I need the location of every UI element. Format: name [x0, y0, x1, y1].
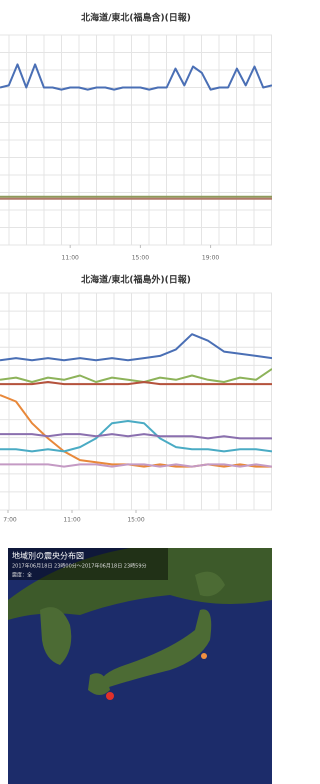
chart-title: 北海道/東北(福島外)(日報)	[81, 274, 191, 286]
map-scale: 震度：全	[12, 572, 32, 579]
map-title: 地域別の震央分布図	[12, 551, 84, 561]
epicenter	[106, 692, 114, 700]
x-tick-label: 15:00	[132, 255, 149, 262]
chart-title: 北海道/東北(福島含)(日報)	[81, 12, 191, 24]
x-tick-label: 7:00	[3, 517, 17, 524]
x-tick-label: 11:00	[63, 517, 80, 524]
x-tick-label: 15:00	[127, 517, 144, 524]
map: 地域別の震央分布図 2017年06月18日 23時00分～2017年06月18日…	[8, 548, 272, 784]
map-period: 2017年06月18日 23時00分～2017年06月18日 23時59分	[12, 563, 147, 570]
epicenter	[201, 653, 207, 659]
x-tick-label: 11:00	[62, 255, 79, 262]
page: 北海道/東北(福島含)(日報) 11:00 15:00 19:00 北海道/東北(福島外…	[0, 0, 272, 784]
x-tick-label: 19:00	[202, 255, 219, 262]
